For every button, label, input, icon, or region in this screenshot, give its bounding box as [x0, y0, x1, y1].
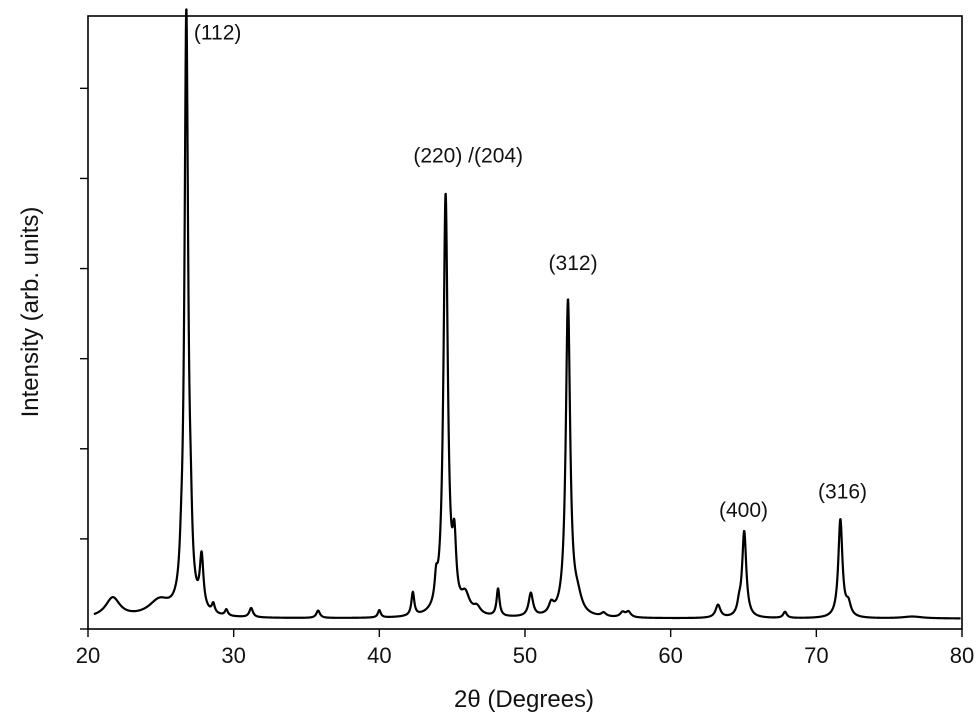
x-tick-label: 40	[367, 643, 391, 668]
x-tick-label: 20	[76, 643, 100, 668]
y-axis-title: Intensity (arb. units)	[17, 207, 44, 418]
y-axis	[80, 87, 88, 630]
plot-frame	[87, 15, 963, 630]
x-axis-title: 2θ (Degrees)	[454, 686, 594, 713]
x-tick-label: 70	[804, 643, 828, 668]
peak-label: (312)	[549, 252, 598, 275]
peak-label: (316)	[818, 480, 867, 503]
peak-annotations: (112) (220) /(204) (312) (400) (316)	[194, 21, 867, 522]
x-tick-label: 80	[950, 643, 974, 668]
x-tick-label: 60	[658, 643, 682, 668]
xrd-pattern-line	[93, 8, 962, 620]
x-axis: 20 30 40 50 60 70 80	[76, 629, 974, 668]
plot-border	[87, 15, 963, 630]
peak-label: (220) /(204)	[413, 145, 523, 168]
x-tick-label: 30	[221, 643, 245, 668]
peak-label: (112)	[194, 21, 241, 44]
peak-label: (400)	[719, 499, 768, 522]
x-tick-label: 50	[513, 643, 537, 668]
